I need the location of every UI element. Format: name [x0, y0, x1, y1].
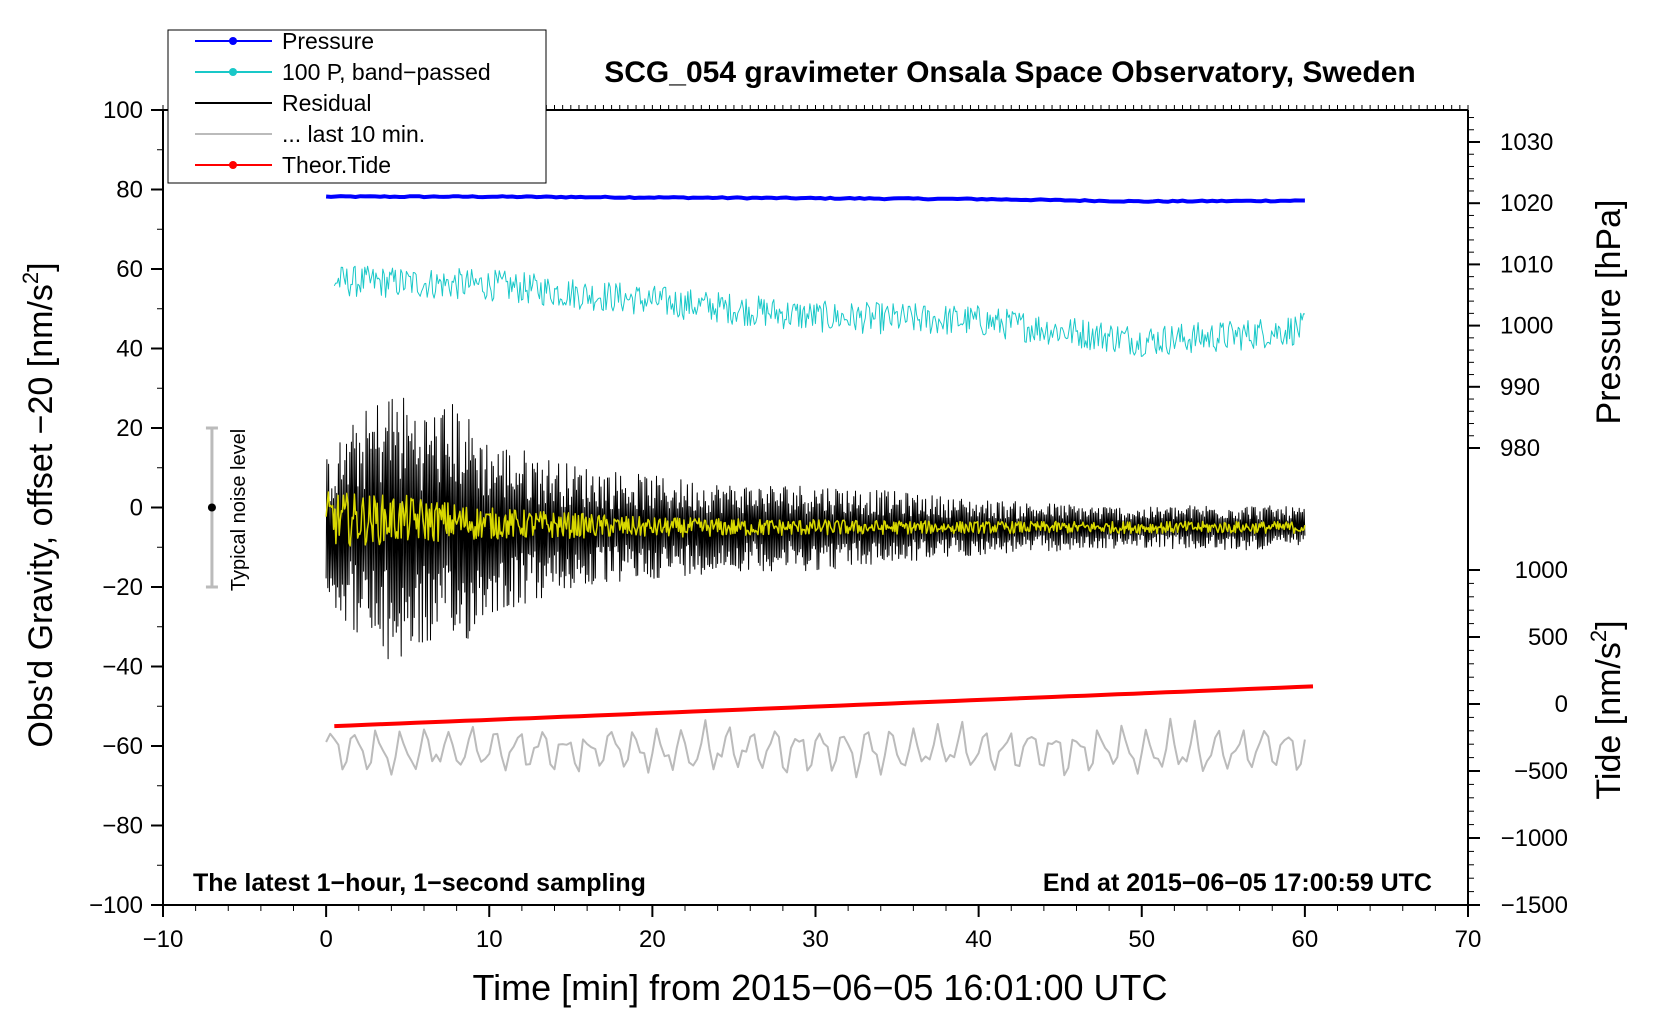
legend-label: 100 P, band−passed — [282, 59, 491, 85]
series-residual — [325, 397, 1306, 660]
chart-title: SCG_054 gravimeter Onsala Space Observat… — [604, 56, 1416, 89]
y-left-tick-label: −100 — [89, 892, 143, 919]
noise-level-label: Typical noise level — [228, 429, 250, 591]
annotation-sampling: The latest 1−hour, 1−second sampling — [193, 869, 646, 897]
x-axis-label: Time [min] from 2015−06−05 16:01:00 UTC — [472, 967, 1167, 1008]
x-tick-label: 30 — [802, 926, 829, 953]
y-left-tick-label: 80 — [116, 177, 143, 204]
y-axis-left-label-sup: 2 — [18, 272, 43, 284]
legend: Pressure 100 P, band−passed Residual ... la… — [167, 28, 547, 184]
y-tide-tick-label: 0 — [1555, 691, 1568, 718]
y-axis-tide-label-sup: 2 — [1586, 630, 1611, 642]
series-residual-smoothed — [325, 491, 1306, 547]
y-left-tick-label: 0 — [130, 495, 143, 522]
y-tide-tick-label: 1000 — [1515, 557, 1568, 584]
x-tick-label: 50 — [1128, 926, 1155, 953]
x-tick-label: 10 — [476, 926, 503, 953]
y-pressure-tick-label: 990 — [1500, 374, 1540, 401]
y-left-tick-label: −40 — [102, 654, 143, 681]
y-pressure-tick-label: 1030 — [1500, 129, 1553, 156]
legend-label: Pressure — [282, 28, 374, 54]
series-layer — [325, 194, 1314, 779]
y-axis-tide-label: Tide [nm/s2] — [1586, 620, 1628, 799]
y-axis-left-label-close: ] — [22, 262, 60, 271]
x-tick-label: −10 — [143, 926, 184, 953]
y-axis-left-label: Obs'd Gravity, offset −20 [nm/s2] — [18, 262, 60, 747]
legend-marker — [229, 37, 237, 45]
y-left-tick-label: 60 — [116, 256, 143, 283]
x-tick-label: 60 — [1292, 926, 1319, 953]
y-tide-tick-label: −500 — [1514, 758, 1568, 785]
y-axis-tide-label-close: ] — [1590, 620, 1628, 629]
y-pressure-tick-label: 1010 — [1500, 251, 1553, 278]
x-tick-label: 40 — [965, 926, 992, 953]
y-axis-left-label-main: Obs'd Gravity, offset −20 [nm/s — [22, 284, 60, 747]
y-pressure-tick-label: 1020 — [1500, 190, 1553, 217]
series-100-p-band-passed — [333, 265, 1305, 357]
y-axis-pressure-label: Pressure [hPa] — [1590, 200, 1628, 425]
series-pressure — [325, 194, 1305, 204]
x-tick-label: 20 — [639, 926, 666, 953]
y-left-tick-label: −80 — [102, 813, 143, 840]
y-pressure-tick-label: 980 — [1500, 435, 1540, 462]
legend-box — [167, 29, 547, 184]
annotation-end-time: End at 2015−06−05 17:00:59 UTC — [1043, 869, 1432, 897]
y-tide-tick-label: −1000 — [1501, 825, 1568, 852]
y-left-tick-label: 20 — [116, 415, 143, 442]
legend-marker — [229, 68, 237, 76]
y-tide-tick-label: 500 — [1528, 624, 1568, 651]
y-pressure-tick-label: 1000 — [1500, 313, 1553, 340]
y-left-tick-label: 40 — [116, 336, 143, 363]
y-left-tick-label: −20 — [102, 574, 143, 601]
legend-marker — [229, 161, 237, 169]
legend-label: Residual — [282, 90, 372, 116]
y-axis-tide-label-main: Tide [nm/s — [1590, 642, 1628, 799]
x-tick-label: 0 — [319, 926, 332, 953]
series-theor-tide — [334, 684, 1314, 729]
noise-bar-dot — [207, 503, 216, 512]
y-tide-tick-label: −1500 — [1501, 892, 1568, 919]
x-tick-label: 70 — [1455, 926, 1482, 953]
series--last-10-min- — [325, 717, 1306, 779]
y-left-tick-label: −60 — [102, 733, 143, 760]
legend-label: ... last 10 min. — [282, 121, 425, 147]
legend-label: Theor.Tide — [282, 152, 391, 178]
y-left-tick-label: 100 — [103, 97, 143, 124]
